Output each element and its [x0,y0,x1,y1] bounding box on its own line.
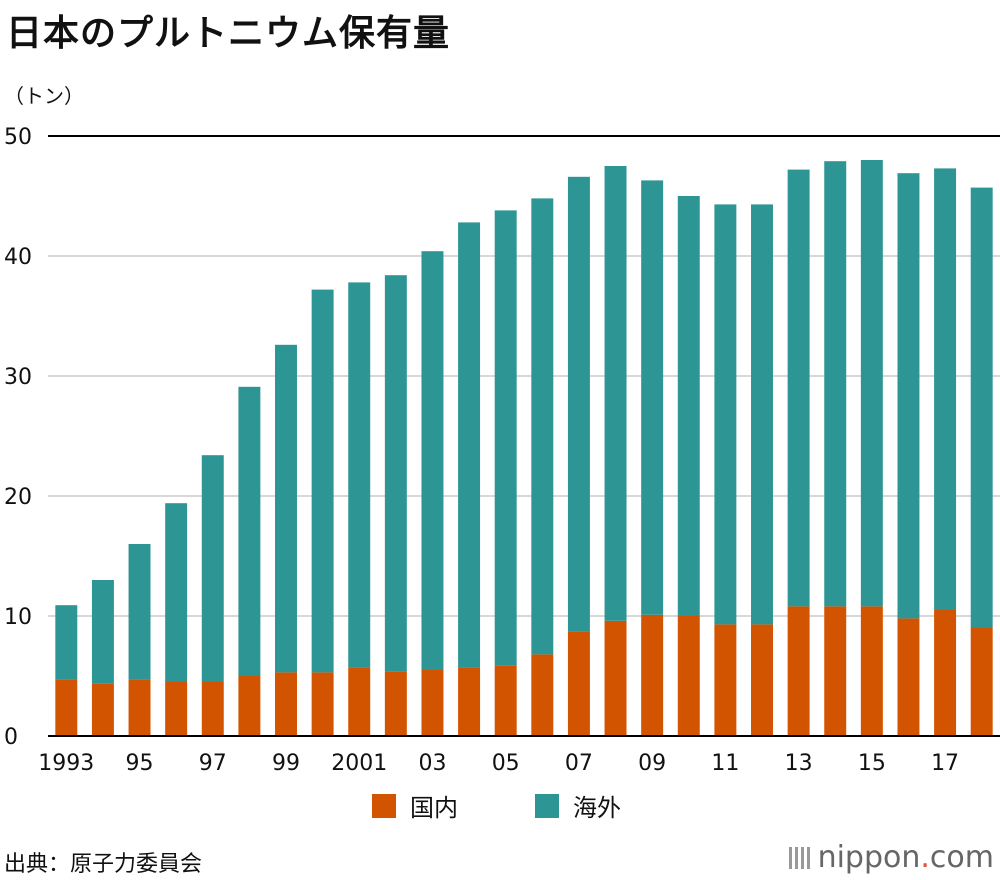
x-tick-label: 11 [711,751,739,776]
y-axis-unit-label: （トン） [4,84,84,108]
bar-domestic [531,654,554,736]
x-tick-label: 09 [638,751,666,776]
bar-domestic [824,606,847,736]
bar-overseas [714,204,737,625]
bar-domestic [238,676,261,736]
bar-overseas [531,198,554,655]
bar-domestic [91,683,114,736]
y-tick-label: 30 [4,365,32,390]
x-tick-label: 99 [272,751,300,776]
bar-overseas [860,160,883,607]
source-note: 出典：原子力委員会 [4,852,203,877]
y-tick-label: 50 [4,125,32,150]
tick-labels: 0 10 20 30 40 50 1993 95 97 99 2001 03 05 07 09 11 13 15 1… [4,125,959,776]
legend-swatch-overseas [535,793,559,818]
bar-domestic [201,682,224,736]
bar-domestic [421,670,444,736]
bar-domestic [677,616,700,736]
x-tick-label: 05 [492,751,520,776]
bar-overseas [970,187,993,628]
x-tick-label: 03 [418,751,446,776]
grid-lines [48,135,1000,617]
x-tick-label: 95 [126,751,154,776]
bar-domestic [641,614,664,736]
bar-domestic [860,606,883,736]
bars [55,160,993,736]
bar-domestic [714,624,737,736]
bar-overseas [348,282,371,668]
bar-overseas [275,344,297,673]
x-tick-label: 13 [785,751,813,776]
bar-overseas [91,580,114,684]
legend-label-overseas: 海外 [573,794,621,822]
bar-domestic [55,679,78,736]
bar-domestic [311,672,334,736]
bar-domestic [787,606,810,736]
bar-overseas [238,386,261,676]
bar-overseas [55,605,78,680]
bar-overseas [604,166,627,621]
bar-overseas [458,222,481,668]
bar-overseas [384,275,407,672]
bar-overseas [567,176,590,632]
bar-domestic [934,610,957,736]
logo-name: nippon [817,840,921,875]
x-tick-label: 15 [858,751,886,776]
logo-dot: . [920,840,930,875]
bar-domestic [128,679,151,736]
bar-overseas [934,168,957,610]
chart-title: 日本のプルトニウム保有量 [6,13,451,54]
bar-overseas [677,196,700,616]
x-tick-label: 1993 [38,751,94,776]
bar-overseas [897,173,920,619]
x-tick-label: 17 [931,751,959,776]
x-tick-label: 97 [199,751,227,776]
bar-domestic [494,665,517,736]
x-tick-label: 2001 [331,751,387,776]
x-tick-label: 07 [565,751,593,776]
bar-domestic [458,667,481,736]
bar-overseas [165,503,188,682]
bar-domestic [897,618,920,736]
bar-domestic [275,672,297,736]
bar-overseas [751,204,773,625]
bar-domestic [751,624,773,736]
y-tick-label: 10 [4,605,32,630]
y-tick-label: 20 [4,485,32,510]
legend-item-domestic: 国内 [372,788,458,823]
legend-item-overseas: 海外 [535,788,621,823]
legend-label-domestic: 国内 [410,794,458,822]
bar-overseas [494,210,517,666]
bar-overseas [787,169,810,607]
logo-bars-icon [788,846,810,869]
bar-overseas [421,251,444,670]
logo-domain: com [929,840,994,875]
bar-domestic [567,631,590,736]
bar-overseas [128,544,151,680]
bar-overseas [311,289,334,673]
bar-domestic [348,667,371,736]
bar-domestic [384,671,407,736]
nippon-logo: nippon. com [788,840,994,875]
bar-overseas [641,180,664,615]
bar-domestic [970,628,993,736]
legend-swatch-domestic [372,793,396,818]
bar-domestic [165,682,188,736]
y-tick-label: 40 [4,245,32,270]
bar-overseas [201,455,224,682]
bar-overseas [824,161,847,607]
bar-domestic [604,620,627,736]
y-tick-label: 0 [4,725,18,750]
